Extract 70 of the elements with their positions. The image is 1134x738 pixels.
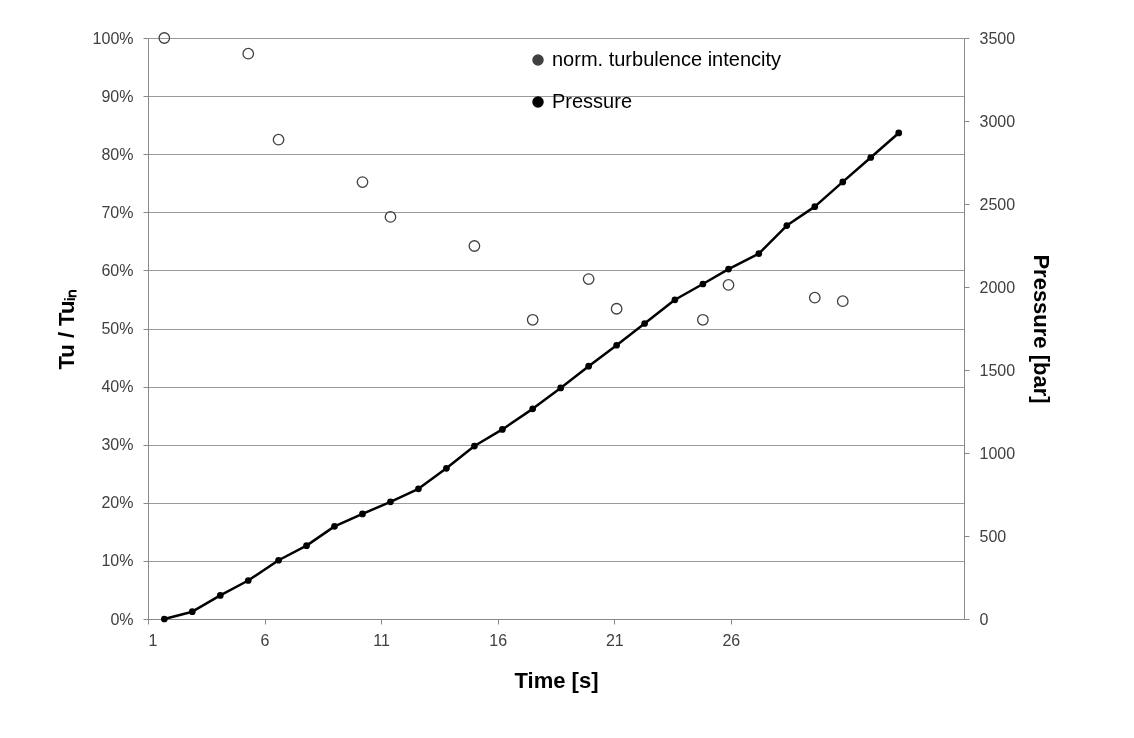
point [499, 426, 506, 433]
x-axis-title: Time [s] [514, 667, 599, 693]
point [610, 302, 623, 315]
point [303, 542, 310, 549]
point [356, 176, 369, 188]
y-tick-label: 50% [101, 320, 134, 337]
point [384, 211, 397, 223]
y-tick-label: 10% [101, 552, 134, 570]
point [696, 313, 709, 326]
y2-axis-title: Pressure [bar] [1029, 254, 1055, 404]
point [699, 280, 707, 288]
y-tick-label: 70% [101, 203, 134, 221]
point [331, 523, 338, 530]
point [275, 556, 282, 564]
point [526, 313, 539, 326]
x-tick-label: 1 [148, 631, 158, 649]
y-tick-label: 0% [110, 610, 134, 628]
x-tick-label: 26 [722, 631, 741, 649]
y2-tick-label: 3000 [979, 112, 1016, 130]
point [722, 279, 735, 291]
point [471, 442, 478, 450]
y2-tick-label: 1000 [979, 444, 1016, 462]
point [641, 320, 648, 327]
y-tick-label: 60% [101, 261, 134, 279]
point [468, 240, 481, 252]
point [808, 291, 821, 304]
x-tick-label: 21 [605, 631, 624, 649]
legend-label: Pressure [552, 90, 633, 112]
point [244, 577, 252, 584]
point [725, 265, 732, 273]
y-tick-label: 100% [92, 29, 134, 47]
y-tick-label: 40% [101, 378, 134, 396]
y2-tick-label: 500 [979, 527, 1007, 545]
point [811, 203, 819, 210]
y2-tick-label: 3500 [979, 29, 1016, 47]
y2-tick-label: 2500 [979, 195, 1016, 213]
point [272, 133, 285, 146]
legend-label: norm. turbulence intencity [552, 48, 782, 70]
point [613, 341, 620, 349]
point [529, 405, 537, 413]
point [387, 498, 394, 506]
y2-tick-label: 0 [979, 610, 989, 628]
point [188, 608, 196, 616]
point [836, 295, 849, 308]
x-tick-label: 6 [260, 631, 270, 649]
y-tick-label: 30% [101, 436, 134, 454]
point [557, 384, 565, 392]
y2-tick-label: 1500 [979, 361, 1016, 379]
y-axis-title: Tu / Tuᵢₙ [53, 288, 79, 370]
point [443, 464, 450, 472]
point [895, 129, 903, 137]
point [216, 592, 224, 599]
point [415, 485, 422, 493]
point [582, 273, 595, 285]
point [160, 615, 168, 623]
y2-tick-label: 2000 [979, 278, 1016, 296]
point [783, 222, 791, 229]
point [671, 296, 679, 304]
point [839, 178, 847, 186]
x-tick-label: 11 [373, 631, 391, 649]
point [158, 32, 171, 44]
point [585, 362, 592, 370]
y-tick-label: 80% [101, 145, 134, 163]
point [359, 510, 366, 518]
y-tick-label: 90% [101, 87, 134, 105]
point [242, 47, 255, 60]
x-tick-label: 16 [489, 631, 508, 649]
point [755, 250, 763, 257]
y-tick-label: 20% [101, 494, 134, 512]
point [867, 154, 875, 161]
